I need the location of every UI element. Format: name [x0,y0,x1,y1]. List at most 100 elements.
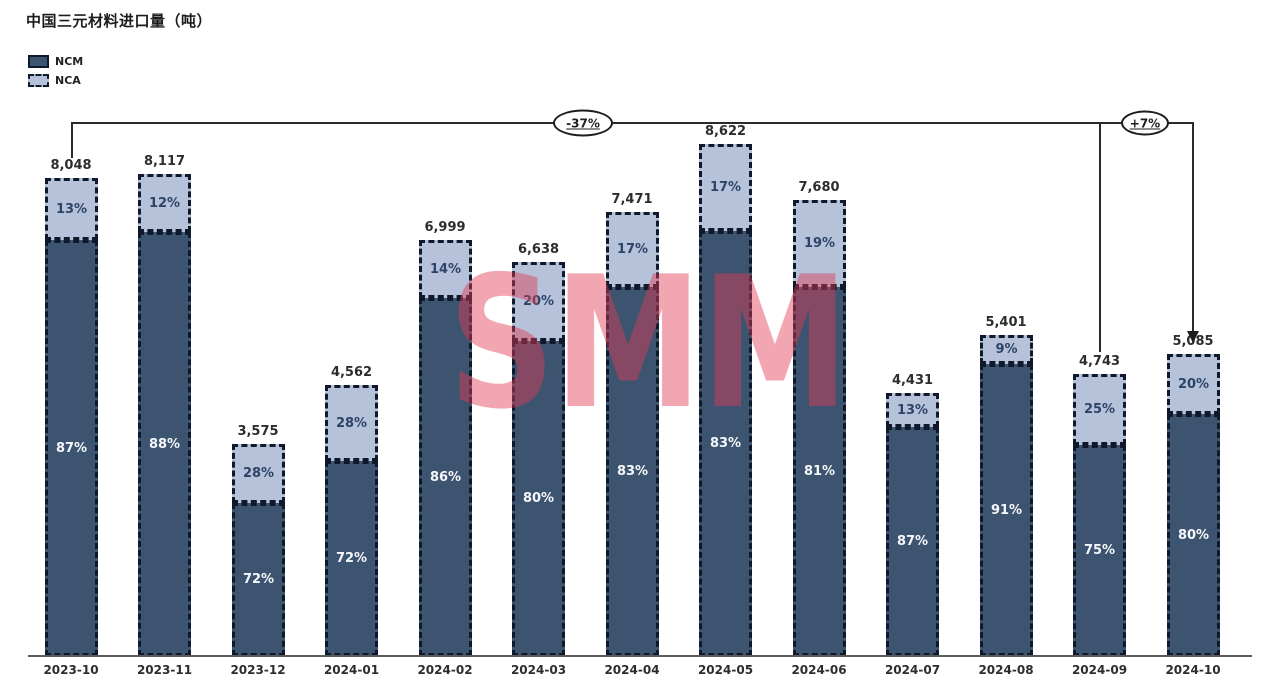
nca-percent-label: 13% [55,201,88,217]
ncm-swatch-icon [28,55,49,68]
x-tick-label: 2024-06 [791,663,847,677]
ncm-percent-label: 81% [803,464,836,479]
x-tick-label: 2024-09 [1071,663,1128,677]
legend-item-ncm: NCM [28,52,83,71]
bar-total-label: 4,743 [1078,354,1121,369]
x-tick-label: 2023-12 [230,663,286,677]
bar-group: 19% 81% [793,200,846,656]
ncm-percent-label: 75% [1083,543,1116,558]
nca-percent-label: 25% [1083,402,1116,417]
ncm-segment: 83% [606,287,659,656]
bar-total-label: 7,471 [611,192,653,207]
bar-total-label: 7,680 [798,180,840,195]
bar-total-label: 8,117 [143,154,186,169]
bar-group: 28% 72% [232,444,285,656]
ncm-segment: 88% [138,232,191,656]
bar-total-label: 6,999 [424,220,466,235]
bar-total-label: 5,401 [985,315,1027,330]
nca-percent-label: 9% [995,342,1018,357]
ncm-segment: 86% [419,298,472,656]
x-tick-label: 2024-05 [697,663,754,677]
nca-segment: 28% [232,444,285,503]
mom-connector-drop [1099,122,1101,352]
bar-group: 14% 86% [419,240,472,656]
nca-segment: 20% [512,262,565,341]
bar-group: 20% 80% [1167,354,1220,656]
bar-group: 17% 83% [699,144,752,656]
nca-segment: 12% [138,174,191,232]
ncm-percent-label: 88% [148,436,181,452]
x-tick-label: 2024-02 [417,663,473,677]
nca-percent-label: 20% [1177,376,1210,392]
bar-total-label: 3,575 [237,424,279,439]
ncm-percent-label: 83% [616,464,649,479]
x-tick-label: 2024-01 [323,663,380,677]
ncm-percent-label: 72% [242,572,275,587]
x-tick-label: 2024-07 [884,663,941,677]
yoy-change-badge: -37% [553,109,613,137]
bar-group: 13% 87% [886,393,939,656]
ncm-percent-label: 87% [896,534,929,549]
arrow-down-icon [1187,331,1199,343]
nca-percent-label: 17% [616,242,649,257]
ncm-percent-label: 91% [990,502,1023,518]
ncm-segment: 80% [1167,414,1220,656]
ncm-segment: 72% [232,503,285,656]
ncm-segment: 87% [886,427,939,656]
x-axis-line [28,655,1252,657]
ncm-percent-label: 80% [1177,527,1210,543]
nca-percent-label: 12% [148,195,181,211]
ncm-percent-label: 86% [429,469,462,485]
ncm-segment: 72% [325,461,378,656]
nca-segment: 9% [980,335,1033,364]
ncm-segment: 75% [1073,445,1126,656]
ncm-segment: 81% [793,287,846,656]
legend-label-ncm: NCM [55,55,84,68]
nca-segment: 17% [699,144,752,231]
bar-total-label: 4,562 [330,365,373,380]
ncm-segment: 87% [45,240,98,656]
bar-group: 13% 87% [45,178,98,656]
ncm-percent-label: 83% [709,436,742,451]
x-tick-label: 2024-10 [1165,663,1221,677]
bar-group: 17% 83% [606,212,659,656]
mom-change-badge: +7% [1121,110,1169,136]
nca-percent-label: 17% [709,180,742,195]
nca-segment: 20% [1167,354,1220,414]
nca-percent-label: 14% [429,261,462,277]
nca-percent-label: 28% [335,415,368,431]
ncm-percent-label: 87% [55,440,88,456]
ncm-percent-label: 72% [335,551,368,566]
yoy-connector-left-drop [71,122,73,158]
ncm-segment: 80% [512,341,565,656]
bar-total-label: 6,638 [517,242,560,257]
yoy-connector-horizontal [71,122,1193,124]
x-tick-label: 2024-08 [978,663,1034,677]
bar-group: 28% 72% [325,385,378,656]
nca-segment: 25% [1073,374,1126,445]
nca-percent-label: 19% [803,236,836,251]
x-tick-label: 2023-11 [136,663,193,677]
nca-segment: 13% [45,178,98,240]
bar-group: 9% 91% [980,335,1033,656]
ncm-segment: 83% [699,231,752,656]
nca-segment: 17% [606,212,659,287]
legend: NCM NCA [28,52,83,90]
chart-title: 中国三元材料进口量（吨） [26,12,213,30]
bar-total-label: 4,431 [891,373,934,388]
bar-group: 20% 80% [512,262,565,656]
legend-label-nca: NCA [55,74,81,87]
nca-segment: 19% [793,200,846,287]
x-tick-label: 2023-10 [43,663,99,677]
bar-group: 12% 88% [138,174,191,656]
x-tick-label: 2024-03 [510,663,567,677]
bar-group: 25% 75% [1073,374,1126,656]
nca-percent-label: 20% [522,294,555,309]
nca-segment: 13% [886,393,939,427]
nca-percent-label: 13% [896,402,929,418]
nca-swatch-icon [28,74,49,87]
nca-segment: 28% [325,385,378,461]
arrow-shaft [1192,122,1194,332]
legend-item-nca: NCA [28,71,83,90]
